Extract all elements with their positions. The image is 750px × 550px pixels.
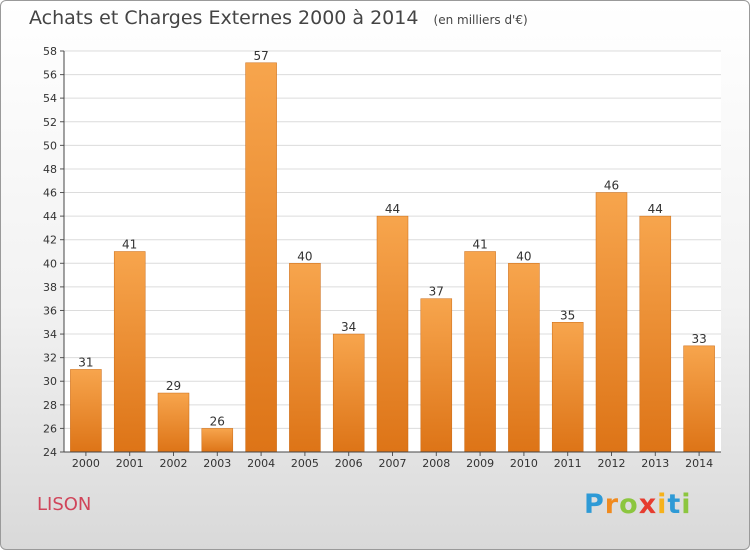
bar-2009 <box>464 251 496 453</box>
x-tick-label: 2013 <box>641 457 669 470</box>
bar-2012 <box>595 192 628 453</box>
y-tick-label: 42 <box>43 234 57 247</box>
bar-2004 <box>245 62 277 453</box>
y-tick-label: 48 <box>43 163 57 176</box>
bar-value-label: 41 <box>122 238 137 252</box>
bar-2014 <box>683 345 715 453</box>
y-tick-label: 40 <box>43 257 57 270</box>
bar-2000 <box>70 369 102 453</box>
bar-value-label: 34 <box>341 320 356 334</box>
bar-value-label: 46 <box>604 179 619 193</box>
labels: 24 26 28 30 32 34 36 38 40 42 44 46 48 50 52 54 56 58 31 20… <box>43 45 713 470</box>
bar-value-label: 40 <box>297 249 312 263</box>
y-tick-label: 46 <box>43 187 57 200</box>
x-tick-label: 2012 <box>598 457 626 470</box>
y-tick-label: 36 <box>43 304 57 317</box>
chart-title-text: Achats et Charges Externes 2000 à 2014 <box>29 7 419 29</box>
logo-letter: o <box>619 489 639 520</box>
y-tick-label: 54 <box>43 92 57 105</box>
bar-2013 <box>639 215 672 453</box>
y-tick-label: 56 <box>43 69 57 82</box>
y-tick-label: 38 <box>43 281 57 294</box>
x-tick-label: 2008 <box>422 457 450 470</box>
x-tick-label: 2001 <box>116 457 144 470</box>
x-tick-label: 2010 <box>510 457 538 470</box>
chart-subtitle: (en milliers d'€) <box>433 13 528 27</box>
bar-value-label: 57 <box>253 49 268 63</box>
y-tick-label: 50 <box>43 139 57 152</box>
bar-2010 <box>508 263 540 453</box>
bar-value-label: 33 <box>691 332 706 346</box>
logo-letter: i <box>657 489 668 520</box>
x-tick-label: 2000 <box>72 457 100 470</box>
logo-letter: r <box>604 489 620 520</box>
bar-2011 <box>551 322 584 453</box>
bar-value-label: 37 <box>429 285 444 299</box>
y-tick-label: 28 <box>43 399 57 412</box>
proxiti-logo[interactable]: Proxiti <box>584 489 692 520</box>
bar-value-label: 44 <box>648 202 663 216</box>
bar-value-label: 35 <box>560 308 575 322</box>
bar-value-label: 26 <box>210 414 225 428</box>
logo-letter: x <box>638 489 658 520</box>
bar-value-label: 31 <box>78 355 93 369</box>
bar-value-label: 29 <box>166 379 181 393</box>
x-tick-label: 2011 <box>554 457 582 470</box>
x-tick-label: 2007 <box>379 457 407 470</box>
x-tick-label: 2005 <box>291 457 319 470</box>
x-tick-label: 2003 <box>203 457 231 470</box>
y-tick-label: 26 <box>43 422 57 435</box>
logo-letter: P <box>584 489 605 520</box>
bar-2003 <box>201 428 234 453</box>
bar-2007 <box>376 215 409 453</box>
chart-title: Achats et Charges Externes 2000 à 2014 (… <box>29 7 528 29</box>
y-tick-label: 24 <box>43 446 57 459</box>
place-name: LISON <box>37 494 92 515</box>
x-tick-label: 2006 <box>335 457 363 470</box>
bar-value-label: 41 <box>472 238 487 252</box>
y-tick-label: 32 <box>43 352 57 365</box>
bar-value-label: 44 <box>385 202 400 216</box>
bars <box>70 62 715 453</box>
bar-value-label: 40 <box>516 249 531 263</box>
bar-2008 <box>420 298 453 453</box>
y-tick-label: 52 <box>43 116 57 129</box>
logo-letter: t <box>667 489 682 520</box>
y-tick-label: 44 <box>43 210 57 223</box>
logo-letter: i <box>681 489 692 520</box>
bar-2002 <box>157 392 190 453</box>
x-tick-label: 2009 <box>466 457 494 470</box>
bar-2005 <box>289 263 321 453</box>
y-tick-label: 34 <box>43 328 57 341</box>
bar-2001 <box>113 251 146 453</box>
x-tick-label: 2004 <box>247 457 275 470</box>
bar-2006 <box>332 333 365 453</box>
y-tick-label: 30 <box>43 375 57 388</box>
y-tick-label: 58 <box>43 45 57 58</box>
x-tick-label: 2014 <box>685 457 713 470</box>
axes <box>60 50 721 456</box>
x-tick-label: 2002 <box>160 457 188 470</box>
